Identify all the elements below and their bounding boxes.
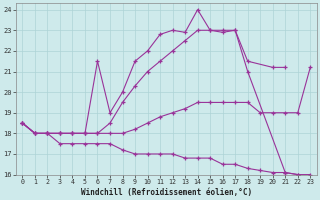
X-axis label: Windchill (Refroidissement éolien,°C): Windchill (Refroidissement éolien,°C) [81, 188, 252, 197]
